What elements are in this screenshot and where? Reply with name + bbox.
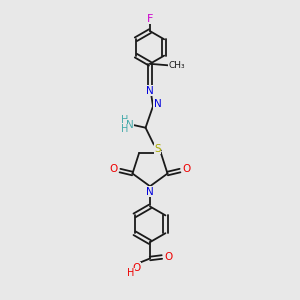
- Text: H: H: [121, 115, 128, 125]
- Text: N: N: [154, 99, 162, 109]
- Text: N: N: [146, 187, 154, 197]
- Text: N: N: [146, 86, 154, 96]
- Text: O: O: [164, 252, 172, 262]
- Text: F: F: [147, 14, 153, 24]
- Text: H: H: [127, 268, 135, 278]
- Text: O: O: [183, 164, 191, 174]
- Text: O: O: [109, 164, 117, 174]
- Text: H: H: [121, 124, 128, 134]
- Text: O: O: [132, 263, 140, 273]
- Text: S: S: [154, 143, 161, 154]
- Text: N: N: [126, 120, 134, 130]
- Text: CH₃: CH₃: [168, 61, 185, 70]
